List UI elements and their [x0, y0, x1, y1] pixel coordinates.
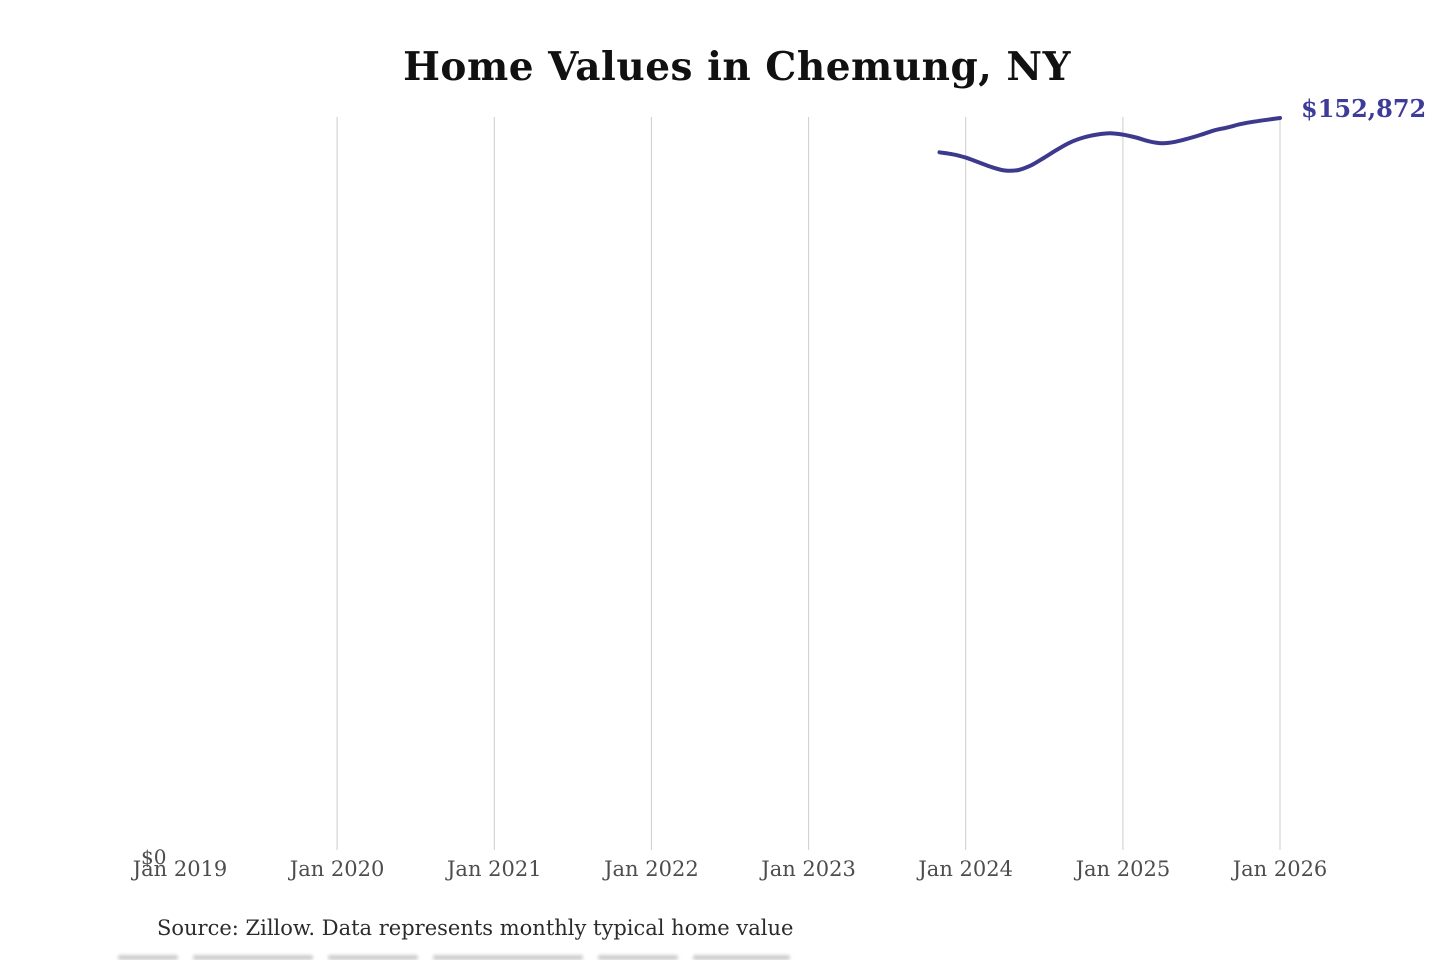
x-axis-label: Jan 2025 [1075, 857, 1171, 881]
x-axis-label: Jan 2024 [918, 857, 1013, 881]
x-axis-label: Jan 2021 [447, 857, 542, 881]
home-value-line [937, 116, 1282, 173]
gridlines-group [336, 117, 1281, 850]
chart-title: Home Values in Chemung, NY [403, 44, 1071, 90]
x-axis-label: Jan 2019 [132, 857, 228, 881]
x-axis-label: Jan 2026 [1232, 857, 1328, 881]
x-axis-label: Jan 2023 [761, 857, 856, 881]
x-axis-label: Jan 2020 [289, 857, 385, 881]
end-value-label: $152,872 [1301, 94, 1427, 123]
y-axis-zero-label: $0 [141, 845, 167, 869]
source-note: Source: Zillow. Data represents monthly … [157, 916, 794, 940]
x-axis-label: Jan 2022 [604, 857, 699, 881]
